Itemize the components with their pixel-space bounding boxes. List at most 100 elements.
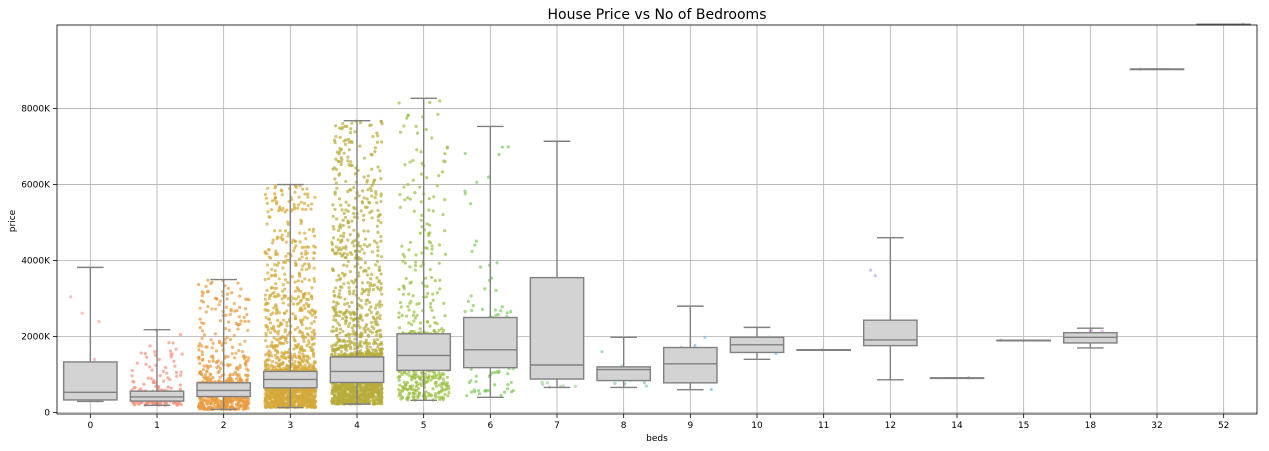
strip-point [283, 398, 287, 402]
strip-point [286, 251, 290, 256]
strip-point [308, 326, 312, 330]
strip-point [278, 205, 282, 209]
strip-point [309, 321, 314, 326]
strip-point [267, 215, 271, 219]
strip-point [273, 330, 278, 334]
strip-point [234, 372, 238, 376]
strip-point [313, 315, 318, 319]
strip-point [293, 360, 297, 364]
strip-point [334, 124, 338, 128]
strip-point [276, 261, 281, 265]
strip-point [269, 363, 273, 367]
strip-point [340, 271, 345, 275]
strip-point [272, 324, 276, 328]
strip-point [304, 249, 308, 253]
strip-point [282, 335, 286, 339]
strip-point [218, 299, 222, 303]
strip-point [267, 277, 271, 281]
strip-point [371, 315, 375, 319]
strip-point [244, 361, 248, 365]
strip-point [278, 336, 282, 340]
strip-point [301, 349, 305, 353]
strip-point [366, 174, 370, 178]
strip-point [309, 335, 313, 339]
strip-point [132, 380, 136, 384]
strip-point [267, 317, 271, 321]
strip-point [338, 135, 342, 139]
strip-point [301, 292, 305, 297]
strip-point [300, 187, 305, 191]
strip-point [304, 301, 308, 306]
strip-point [347, 304, 351, 309]
strip-point [300, 280, 304, 284]
strip-point [364, 302, 368, 306]
strip-point [291, 302, 295, 306]
strip-point [293, 327, 297, 332]
strip-point [296, 325, 300, 330]
strip-point [360, 318, 364, 322]
strip-point [201, 357, 205, 362]
strip-point [295, 389, 300, 394]
strip-point [287, 303, 291, 307]
strip-point [285, 363, 289, 367]
strip-point [290, 275, 294, 279]
strip-point [278, 229, 282, 233]
strip-point [304, 267, 309, 272]
strip-point [233, 356, 237, 360]
strip-point [306, 245, 311, 249]
strip-point [353, 264, 357, 269]
strip-point [300, 207, 305, 211]
strip-point [236, 281, 240, 285]
strip-point [365, 244, 369, 249]
strip-point [362, 213, 366, 217]
strip-point [213, 307, 218, 311]
strip-point [303, 252, 308, 256]
strip-point [293, 316, 297, 320]
strip-point [274, 295, 278, 299]
strip-point [200, 344, 204, 348]
strip-point [207, 359, 211, 364]
strip-point [237, 294, 242, 298]
strip-point [293, 207, 297, 211]
strip-point [133, 386, 137, 390]
strip-point [353, 207, 357, 211]
strip-point [300, 255, 304, 259]
strip-point [341, 339, 345, 343]
strip-point [293, 339, 297, 343]
strip-point [286, 351, 290, 355]
strip-point [228, 376, 232, 380]
strip-point [264, 334, 268, 338]
strip-point [280, 297, 284, 301]
strip-point [210, 280, 214, 284]
strip-point [307, 278, 311, 282]
strip-point [273, 365, 277, 369]
strip-point [283, 330, 287, 334]
strip-point [310, 393, 314, 398]
strip-point [247, 319, 251, 324]
strip-point [307, 341, 311, 345]
strip-point [205, 369, 209, 373]
strip-point [208, 372, 212, 376]
strip-point [344, 208, 348, 212]
strip-point [246, 368, 250, 373]
strip-point [272, 336, 276, 340]
strip-point [200, 373, 204, 377]
strip-point [343, 302, 347, 306]
strip-point [276, 292, 280, 296]
strip-point [300, 321, 304, 325]
strip-point [228, 399, 232, 403]
strip-point [282, 352, 287, 356]
strip-point [346, 155, 350, 159]
strip-point [376, 165, 380, 169]
strip-point [173, 364, 177, 368]
strip-point [275, 318, 280, 323]
strip-point [312, 256, 316, 260]
strip-point [167, 340, 171, 345]
strip-point [347, 289, 352, 293]
strip-point [239, 287, 243, 291]
strip-point [168, 349, 173, 353]
strip-point [302, 295, 306, 299]
strip-point [343, 142, 348, 147]
strip-point [307, 398, 311, 402]
strip-point [368, 211, 372, 215]
